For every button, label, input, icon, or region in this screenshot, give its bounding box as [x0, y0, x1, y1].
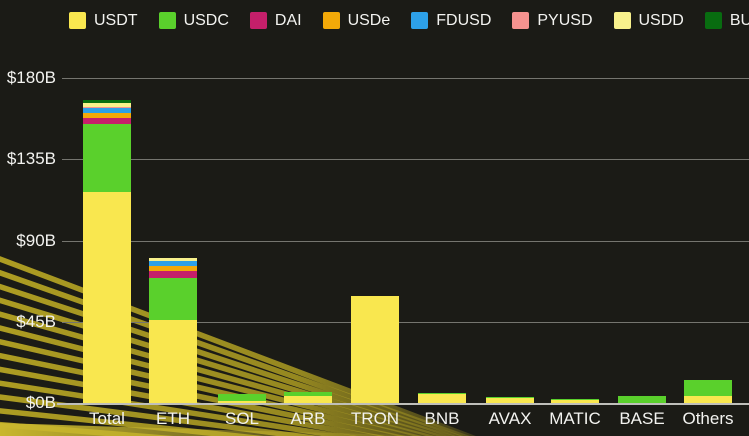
bar-segment-usdc[interactable] [83, 124, 131, 192]
legend-swatch-icon [613, 12, 631, 29]
legend-label: USDC [183, 11, 229, 29]
x-axis-label-matic: MATIC [549, 409, 601, 428]
bar-segment-usdc[interactable] [684, 379, 732, 396]
sunburst-base-wedge [0, 423, 440, 436]
bar-segment-usdd[interactable] [149, 258, 197, 261]
x-axis-label-total: Total [89, 409, 125, 428]
x-axis-baseline [57, 403, 749, 405]
bar-segment-dai[interactable] [149, 271, 197, 279]
bar-segment-usdt[interactable] [486, 397, 534, 403]
gridline [62, 159, 749, 161]
y-axis-label: $135B [6, 149, 56, 169]
x-axis-label-tron: TRON [350, 409, 400, 428]
bar-segment-usdc[interactable] [284, 392, 332, 396]
legend: USDT USDC DAI USDe FDUSD PYUSD USDD BUIDL [69, 12, 749, 29]
y-axis-label: $180B [6, 68, 56, 87]
bar-tron[interactable] [351, 296, 399, 403]
gridline [62, 78, 749, 79]
bar-segment-usdd[interactable] [83, 103, 131, 108]
legend-item-buidl[interactable]: BUIDL [704, 11, 749, 29]
bar-segment-usdc[interactable] [218, 393, 266, 402]
bar-eth[interactable] [149, 258, 197, 403]
legend-item-fdusd[interactable]: FDUSD [411, 12, 491, 29]
legend-label: FDUSD [436, 11, 492, 29]
legend-item-usdd[interactable]: USDD [613, 11, 684, 29]
legend-label: PYUSD [537, 11, 593, 29]
legend-swatch-icon [704, 12, 722, 29]
legend-swatch-icon [158, 12, 176, 29]
bar-segment-usdt[interactable] [351, 296, 399, 403]
legend-swatch-icon [411, 12, 429, 29]
x-axis-label-eth: ETH [156, 409, 190, 428]
bar-segment-usdt[interactable] [149, 319, 197, 403]
bar-segment-usdc[interactable] [486, 397, 534, 398]
x-axis-label-arb: ARB [290, 409, 326, 428]
gridline [62, 321, 749, 323]
y-axis-label: $45B [16, 311, 56, 331]
bar-segment-usdt[interactable] [83, 191, 131, 403]
bar-total[interactable] [83, 100, 131, 403]
legend-label: USDT [94, 11, 138, 29]
bar-sol[interactable] [218, 393, 266, 403]
bar-segment-usdt[interactable] [218, 401, 266, 403]
x-axis-label-base: BASE [619, 409, 665, 428]
legend-item-pyusd[interactable]: PYUSD [512, 11, 593, 29]
bar-segment-usdt[interactable] [284, 395, 332, 403]
bar-avax[interactable] [486, 397, 534, 403]
bar-segment-usdc[interactable] [149, 278, 197, 320]
sunburst-ray [0, 408, 264, 436]
legend-label: DAI [274, 11, 302, 29]
legend-label: USDe [347, 11, 391, 29]
legend-item-usdc[interactable]: USDC [158, 11, 229, 29]
bar-segment-usdc[interactable] [618, 395, 666, 403]
bar-segment-fdusd[interactable] [83, 108, 131, 114]
legend-swatch-icon [322, 12, 340, 29]
bar-segment-usde[interactable] [83, 113, 131, 119]
x-axis-label-sol: SOL [224, 409, 260, 428]
bar-others[interactable] [684, 379, 732, 403]
x-axis-label-avax: AVAX [488, 409, 532, 428]
bar-arb[interactable] [284, 392, 332, 403]
bar-segment-dai[interactable] [83, 118, 131, 125]
legend-item-dai[interactable]: DAI [249, 11, 302, 29]
legend-item-usdt[interactable]: USDT [69, 12, 138, 29]
bar-segment-fdusd[interactable] [149, 260, 197, 266]
x-axis-label-bnb: BNB [424, 409, 460, 428]
bar-segment-usdt[interactable] [684, 395, 732, 403]
y-axis-label: $0B [25, 393, 56, 412]
bar-segment-usdt[interactable] [418, 393, 466, 403]
bar-segment-usdc[interactable] [418, 392, 466, 394]
bar-segment-usdt[interactable] [551, 399, 599, 403]
bar-segment-buidl[interactable] [83, 100, 131, 104]
legend-item-usde[interactable]: USDe [322, 11, 391, 29]
bar-bnb[interactable] [418, 392, 466, 403]
legend-swatch-icon [512, 12, 530, 29]
legend-label: BUIDL [729, 11, 749, 29]
legend-swatch-icon [249, 12, 267, 29]
x-axis-label-others: Others [682, 409, 734, 428]
bar-segment-pyusd[interactable] [83, 107, 131, 108]
bar-segment-usdc[interactable] [551, 399, 599, 400]
y-axis-label: $90B [16, 230, 56, 250]
gridline [62, 240, 749, 242]
bar-segment-usde[interactable] [149, 266, 197, 272]
bar-base[interactable] [618, 395, 666, 403]
legend-label: USDD [638, 11, 684, 29]
bar-matic[interactable] [551, 399, 599, 403]
legend-swatch-icon [69, 12, 86, 29]
